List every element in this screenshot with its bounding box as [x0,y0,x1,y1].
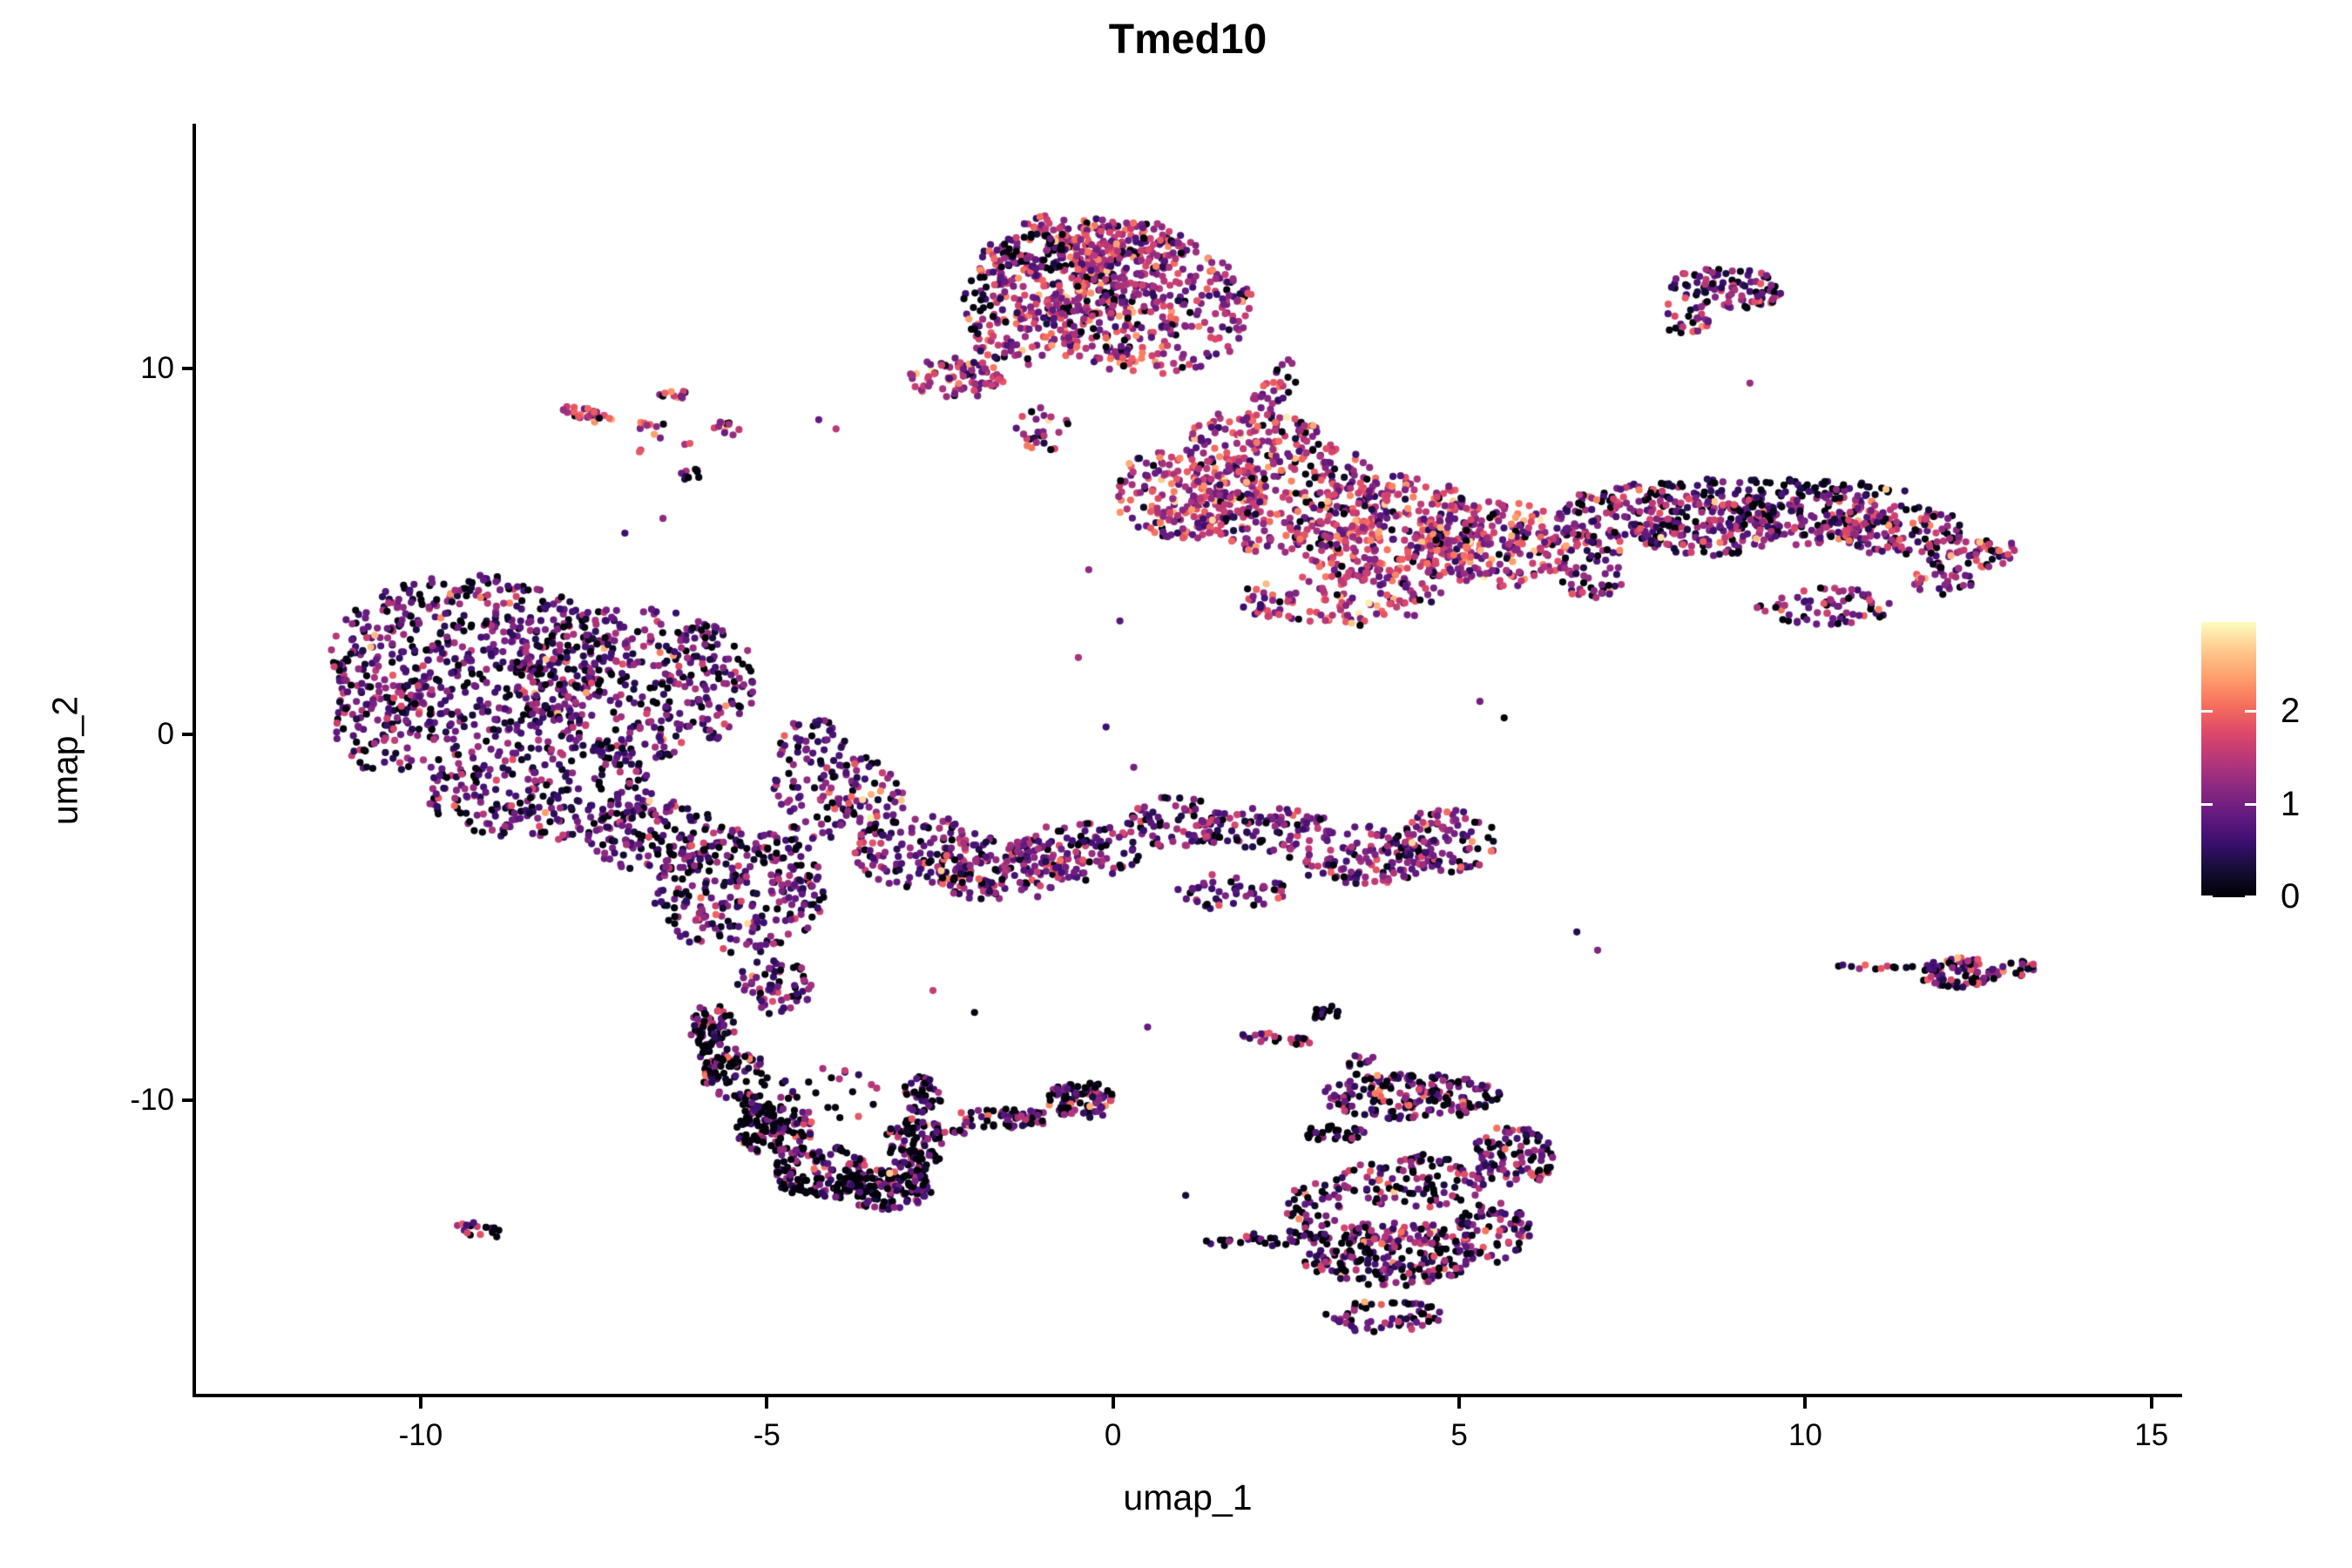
colorbar-tick-label: 1 [2281,784,2301,823]
colorbar-tick-mark [2245,896,2256,898]
colorbar-gradient [2201,622,2256,897]
x-tick-mark [1803,1397,1808,1409]
x-tick-label: -5 [753,1418,781,1452]
colorbar-tick-mark [2245,802,2256,806]
x-tick-label: 5 [1450,1418,1468,1452]
y-tick-mark [182,1098,193,1103]
x-axis-line [193,1394,2182,1397]
y-tick-mark [182,366,193,370]
y-tick-label: -10 [130,1083,174,1118]
y-axis-line [193,124,196,1397]
colorbar-tick-mark [2201,896,2213,898]
x-tick-mark [765,1397,769,1409]
x-tick-mark [1111,1397,1115,1409]
x-tick-label: 0 [1104,1418,1122,1452]
x-tick-mark [2149,1397,2153,1409]
colorbar-tick-mark [2245,710,2256,713]
y-tick-mark [182,733,193,737]
x-tick-label: -10 [398,1418,443,1452]
colorbar-tick-label: 0 [2281,877,2301,916]
colorbar-tick-mark [2201,802,2213,806]
colorbar-tick-mark [2201,710,2213,713]
x-tick-mark [418,1397,422,1409]
colorbar [2201,622,2256,897]
x-axis-title: umap_1 [1123,1477,1253,1517]
x-tick-label: 10 [1788,1418,1822,1452]
colorbar-tick-label: 2 [2281,692,2301,730]
y-axis-title: umap_2 [44,695,85,826]
y-tick-label: 0 [157,717,174,752]
y-tick-label: 10 [140,350,174,385]
x-tick-label: 15 [2134,1418,2169,1452]
x-tick-mark [1457,1397,1462,1409]
plot-title: Tmed10 [1108,17,1267,63]
